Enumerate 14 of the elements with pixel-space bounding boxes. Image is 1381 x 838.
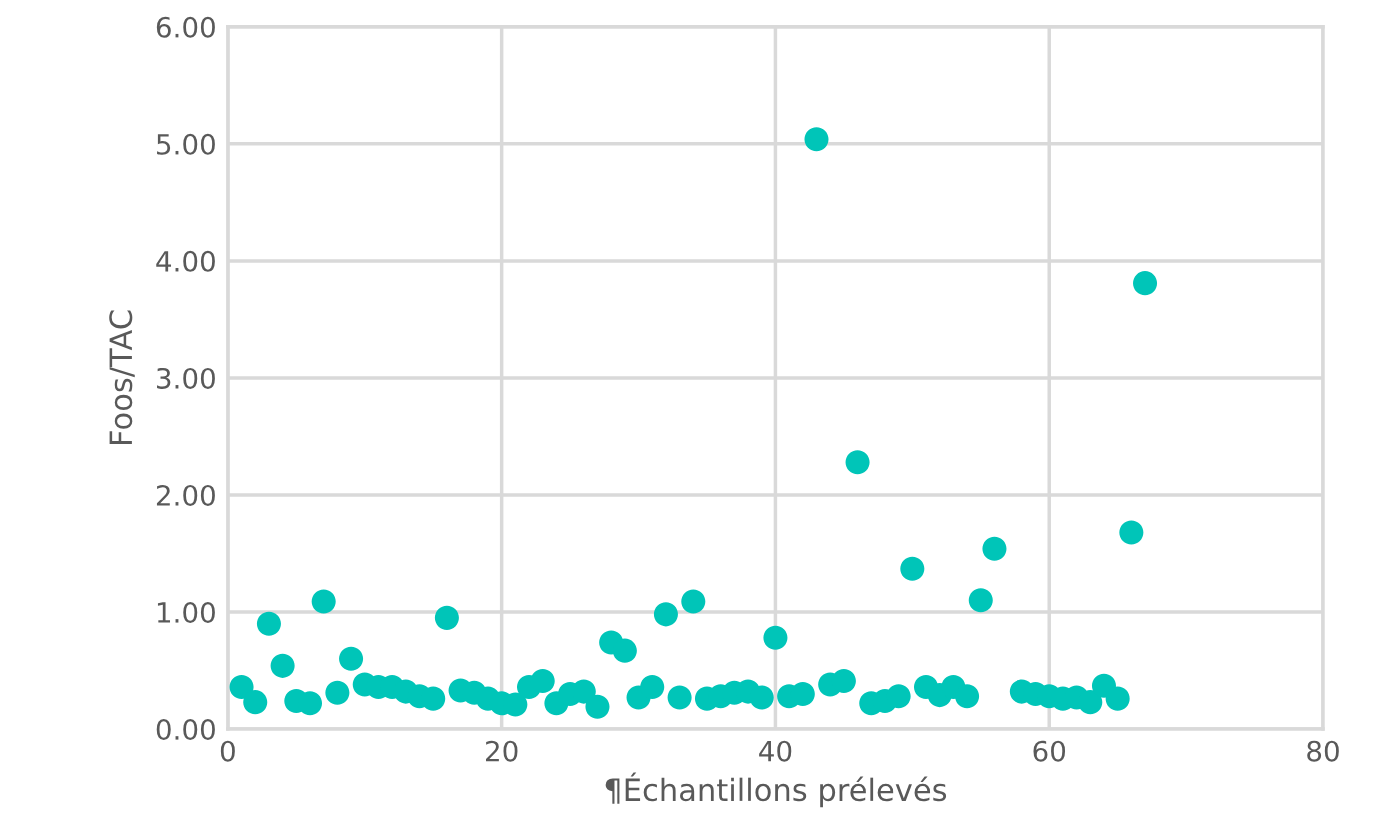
y-tick-label: 6.00 — [156, 16, 215, 38]
y-axis-title: Foos/TAC — [109, 310, 135, 444]
x-tick-label: 20 — [486, 740, 518, 762]
y-tick-label: 4.00 — [156, 250, 215, 272]
y-tick-label: 0.00 — [156, 719, 215, 741]
x-tick-label: 80 — [1307, 740, 1339, 762]
x-tick-label: 40 — [759, 740, 792, 762]
y-tick-label: 2.00 — [156, 484, 215, 506]
x-tick-label: 0 — [220, 740, 235, 762]
x-tick-label: 60 — [1033, 740, 1066, 762]
x-axis-title: ¶Échantillons prélevés — [605, 772, 947, 808]
y-tick-label: 5.00 — [157, 133, 215, 155]
y-tick-label: 1.00 — [157, 601, 215, 623]
y-tick-label: 3.00 — [157, 367, 215, 389]
